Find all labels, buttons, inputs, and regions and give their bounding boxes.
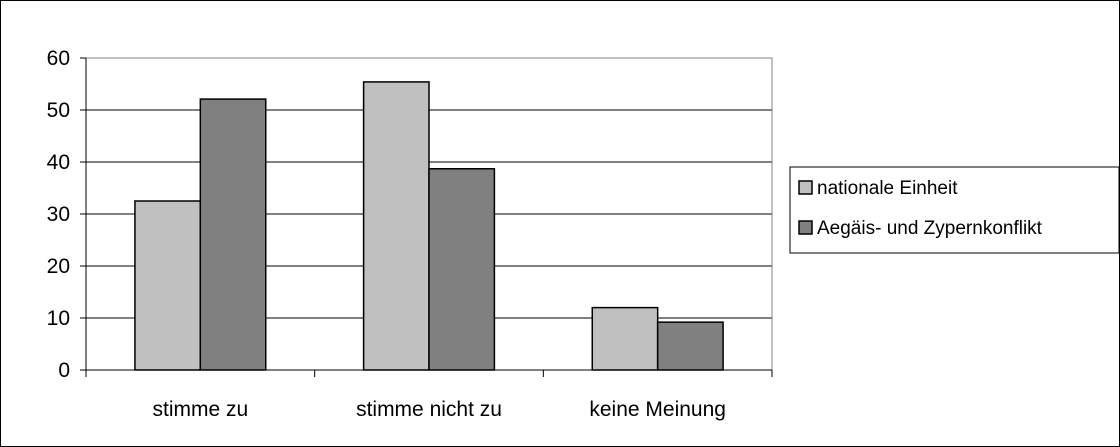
y-tick-label: 50	[47, 99, 70, 122]
legend-box	[789, 166, 1120, 254]
y-tick-label: 10	[47, 307, 70, 330]
bar-nationale-einheit	[134, 200, 202, 371]
y-tick-label: 40	[47, 151, 70, 174]
y-tick-label: 60	[47, 47, 70, 70]
legend: nationale Einheit Aegäis- und Zypernkonfl…	[789, 166, 1120, 254]
x-category-label: stimme zu	[152, 398, 248, 421]
x-category-label: keine Meinung	[589, 398, 726, 421]
legend-swatch	[798, 220, 813, 235]
bar-aegaeis-zypernkonflikt	[428, 168, 496, 371]
bar-nationale-einheit	[591, 306, 659, 371]
bar-aegaeis-zypernkonflikt	[199, 98, 267, 371]
legend-label: Aegäis- und Zypernkonflikt	[817, 218, 1043, 239]
bar-nationale-einheit	[362, 81, 430, 371]
y-tick-label: 20	[47, 255, 70, 278]
bar-aegaeis-zypernkonflikt	[656, 321, 724, 371]
x-category-label: stimme nicht zu	[356, 398, 502, 421]
axes: 0 10 20 30 40 50 60 stimme zu stimme nicht zu kei…	[47, 47, 773, 421]
y-tick-label: 30	[47, 203, 70, 226]
legend-label: nationale Einheit	[817, 178, 958, 199]
bars	[134, 81, 724, 371]
legend-swatch	[798, 180, 813, 195]
y-tick-label: 0	[58, 359, 70, 382]
